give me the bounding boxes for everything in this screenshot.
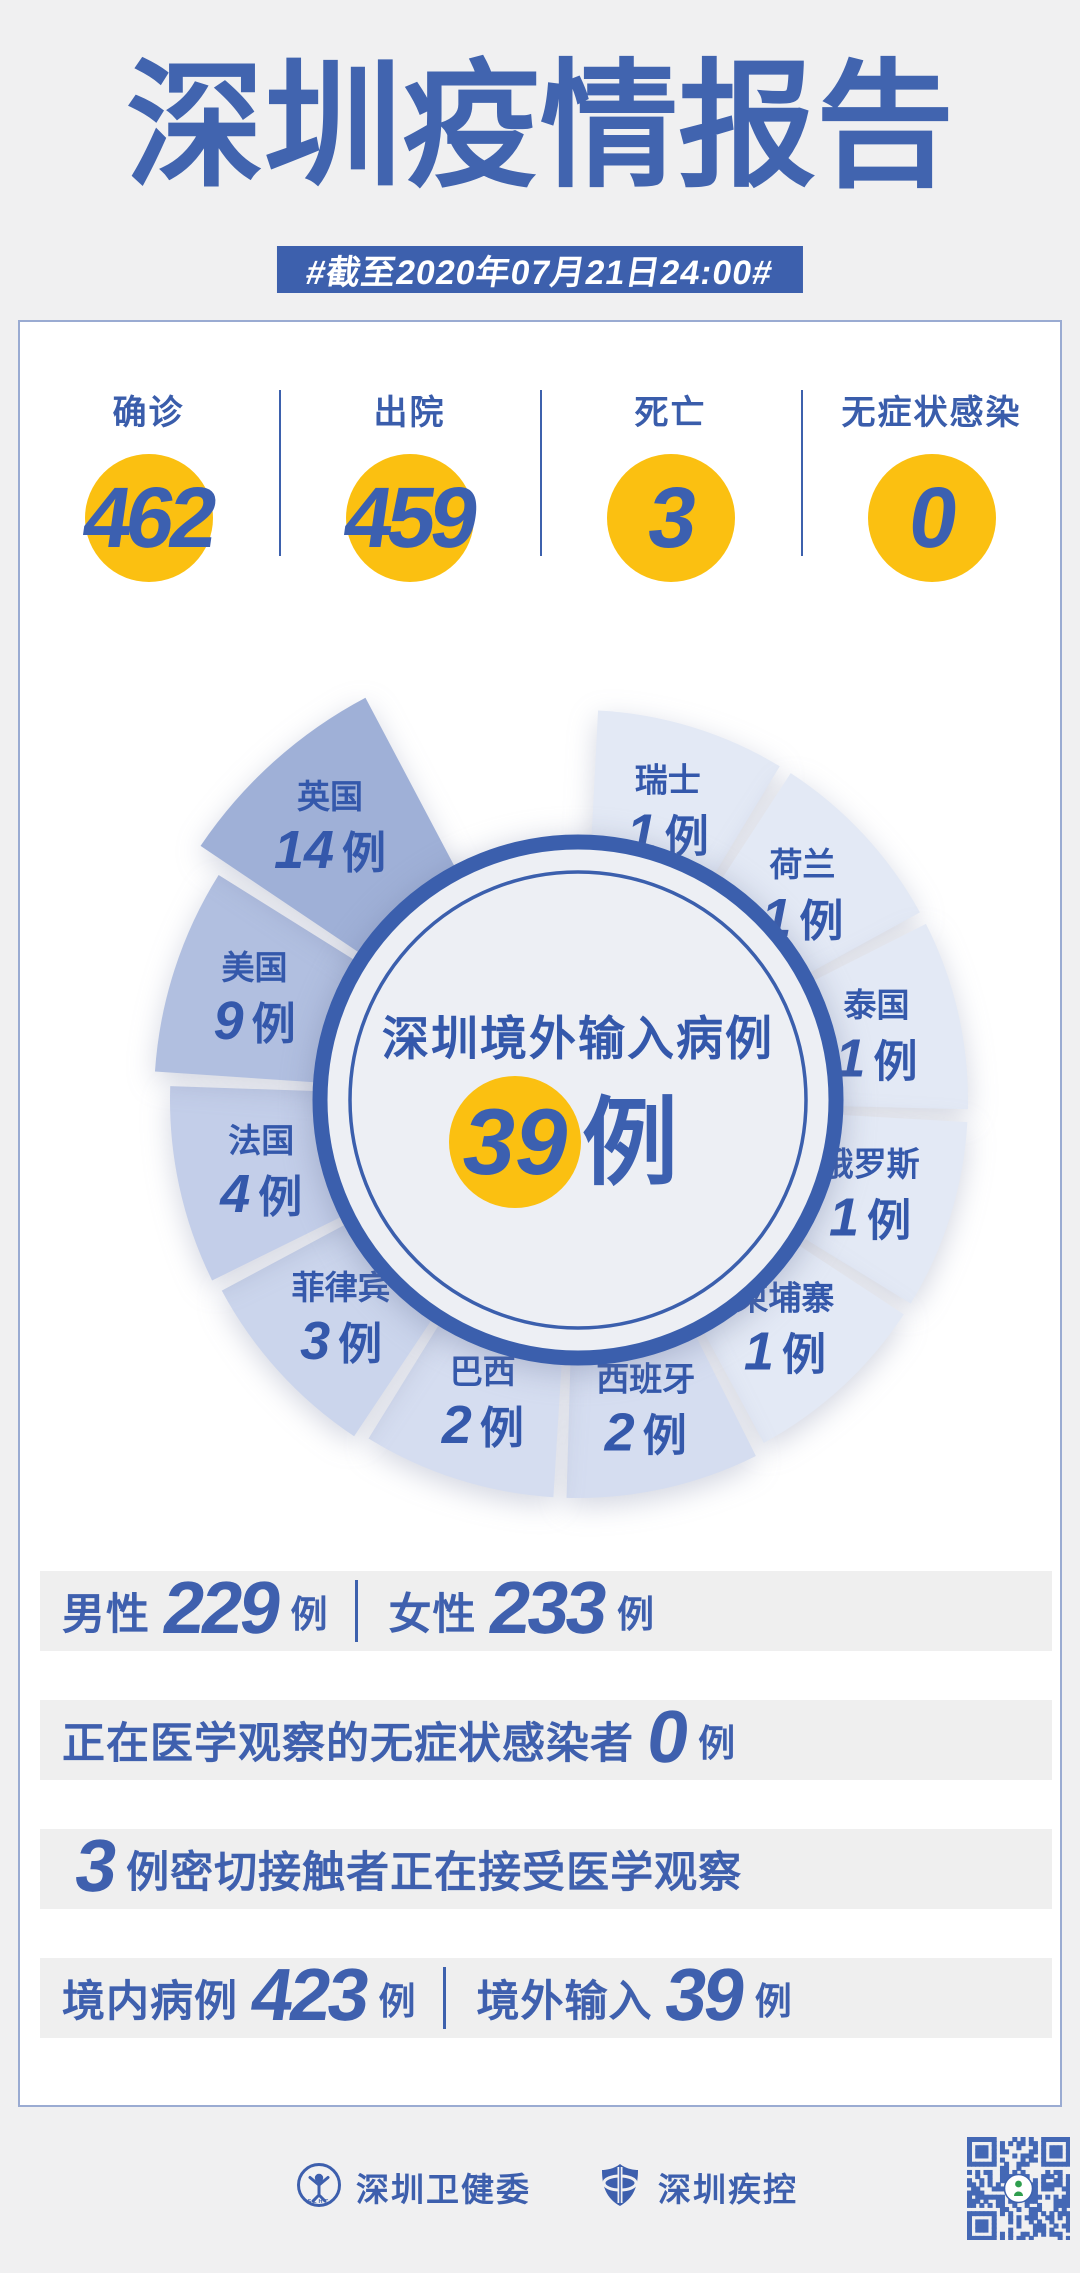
total-highlight-circle [449, 1076, 581, 1208]
row-text: 正在医学观察的无症状感染者 [62, 1720, 634, 1768]
row-number: 423 [246, 1953, 373, 2036]
stat-value-circle: 0 [867, 454, 996, 582]
stat-value: 0 [903, 469, 960, 566]
row-text: 例密切接触者正在接受医学观察 [126, 1849, 743, 1897]
wedge-value-label: 14 例 [274, 820, 386, 880]
chart-center-inner-ring [348, 870, 808, 1330]
chart-center-title: 深圳境外输入病例 [382, 1012, 774, 1065]
svg-text:SZHC: SZHC [308, 2199, 331, 2205]
chart-total-value: 39 [463, 1089, 568, 1194]
org-cdc: 深圳疾控 [596, 2160, 798, 2214]
qr-code [967, 2137, 1070, 2240]
wedge-name-label: 西班牙 [596, 1361, 695, 1398]
wedge-name-label: 英国 [297, 778, 363, 815]
row-unit: 例 [290, 1594, 328, 1635]
row-unit: 例 [754, 1981, 792, 2022]
org-health-commission-label: 深圳卫健委 [356, 2171, 531, 2208]
date-badge: #截至2020年07月21日24:00# [276, 246, 804, 293]
stat-label: 确诊 [112, 394, 185, 432]
page-title: 深圳疫情报告 [125, 50, 954, 204]
stat-label: 无症状感染 [841, 394, 1022, 432]
stat-divider [800, 390, 803, 556]
row-number: 3 [70, 1824, 121, 1907]
row-text: 境外输入 [476, 1978, 653, 2026]
stat-value: 3 [642, 469, 699, 566]
stat-column: 确诊 462 [29, 385, 269, 582]
stat-label: 死亡 [634, 394, 707, 432]
stat-value-circle: 3 [606, 454, 735, 582]
chart-center-circle [312, 834, 844, 1366]
stat-label: 出院 [373, 394, 446, 432]
row-divider [443, 1967, 447, 2029]
wedge-name-label: 菲律宾 [292, 1269, 391, 1306]
row-number: 229 [158, 1566, 285, 1649]
stat-column: 无症状感染 0 [812, 385, 1052, 582]
wedge-name-label: 荷兰 [769, 846, 835, 883]
wedge-name-label: 巴西 [450, 1353, 516, 1390]
row-unit: 例 [378, 1981, 416, 2022]
row-number: 233 [484, 1566, 611, 1649]
chart-total-unit: 例 [582, 1090, 678, 1197]
stat-column: 死亡 3 [551, 385, 791, 582]
wedge-name-label: 法国 [228, 1122, 294, 1159]
detail-row: 男性 229 例女性 233 例 [40, 1566, 1052, 1651]
cdc-shield-icon [596, 2161, 644, 2214]
row-text: 女性 [388, 1591, 477, 1639]
detail-row: 境内病例 423 例境外输入 39 例 [40, 1953, 1052, 2038]
stat-value-circle: 462 [78, 454, 220, 582]
detail-row: 3 例密切接触者正在接受医学观察 [40, 1824, 1052, 1909]
stat-value-circle: 459 [339, 454, 481, 582]
row-unit: 例 [698, 1723, 736, 1764]
row-text: 男性 [62, 1591, 150, 1639]
detail-row: 正在医学观察的无症状感染者 0 例 [40, 1695, 1052, 1780]
stat-divider [278, 390, 281, 556]
wedge-name-label: 泰国 [843, 986, 909, 1023]
row-number: 39 [660, 1953, 749, 2036]
stat-value: 462 [77, 469, 220, 566]
wedge-name-label: 美国 [222, 949, 288, 986]
row-unit: 例 [616, 1594, 654, 1635]
stat-divider [539, 390, 542, 556]
row-number: 0 [642, 1695, 693, 1778]
row-divider [355, 1580, 359, 1642]
stat-column: 出院 459 [290, 385, 530, 582]
org-health-commission: SZHC 深圳卫健委 [296, 2160, 531, 2214]
stat-value: 459 [338, 469, 481, 566]
wedge-name-label: 瑞士 [635, 761, 701, 798]
row-text: 境内病例 [62, 1978, 238, 2026]
date-badge-text: #截至2020年07月21日24:00# [303, 254, 776, 292]
health-commission-seal-icon: SZHC [296, 2162, 342, 2213]
org-cdc-label: 深圳疾控 [658, 2171, 798, 2208]
